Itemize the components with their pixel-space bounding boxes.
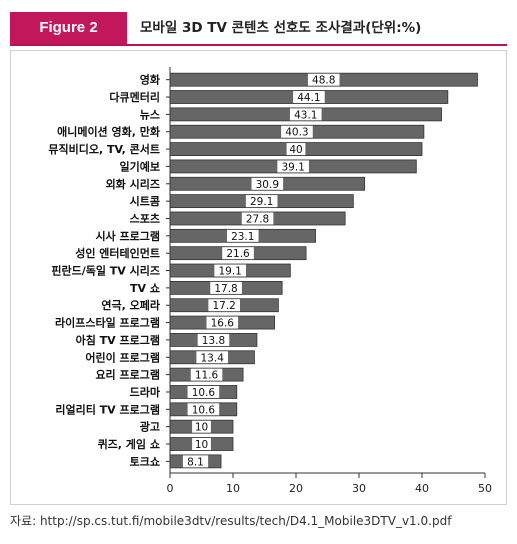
figure-title: 모바일 3D TV 콘텐츠 선호도 조사결과(단위:%) [140, 20, 422, 36]
data-label: 10 [195, 422, 208, 434]
category-label: 요리 프로그램 [95, 368, 160, 382]
data-label-box [307, 73, 340, 86]
data-label: 8.1 [187, 456, 204, 468]
data-label-box [241, 212, 274, 225]
category-label: 외화 시리즈 [106, 177, 160, 191]
data-label-box [187, 385, 220, 398]
data-label-box [245, 195, 278, 208]
data-label-box [293, 91, 325, 104]
data-label-box [214, 264, 246, 277]
data-label-box [289, 108, 322, 121]
category-label: 아침 TV 프로그램 [76, 333, 160, 347]
data-label-box [281, 125, 313, 138]
data-label-box [192, 420, 211, 433]
data-label: 17.8 [214, 283, 237, 295]
category-label: 다큐멘터리 [109, 90, 160, 104]
data-label-box [277, 160, 309, 173]
data-label: 21.6 [226, 248, 250, 260]
category-label: 뉴스 [140, 108, 160, 121]
bar-chart: 영화 48.8 다큐멘터리 44.1 뉴스 43.1 애니메이션 영화, 만화 40.3 뮤직비… [48, 67, 492, 495]
data-label-box [226, 229, 259, 242]
data-label-box [222, 247, 254, 260]
category-label: 영화 [140, 73, 160, 87]
data-label: 44.1 [297, 92, 320, 104]
category-label: 시사 프로그램 [95, 229, 160, 243]
data-label-box [192, 438, 211, 451]
category-label: 라이프스타일 프로그램 [55, 316, 160, 330]
data-label-box [208, 299, 240, 312]
x-tick-label: 10 [226, 482, 240, 495]
chart-frame [10, 50, 507, 505]
data-label: 17.2 [212, 300, 235, 312]
data-label: 13.8 [202, 335, 225, 347]
category-label: 시트콤 [130, 195, 160, 208]
category-label: 퀴즈, 게임 쇼 [98, 437, 160, 451]
category-label: 뮤직비디오, TV, 콘서트 [48, 142, 160, 156]
category-label: 일기예보 [120, 159, 160, 173]
x-tick-label: 40 [415, 482, 429, 495]
data-label: 13.4 [201, 352, 225, 364]
data-label: 16.6 [211, 318, 235, 330]
figure-label: Figure 2 [10, 12, 127, 44]
category-label: 성인 엔터테인먼트 [75, 246, 160, 260]
x-tick-label: 20 [289, 482, 303, 495]
data-label: 11.6 [195, 370, 219, 382]
data-label: 27.8 [246, 213, 269, 225]
data-label-box [286, 143, 306, 156]
data-label-box [251, 177, 284, 190]
category-label: 스포츠 [130, 212, 160, 225]
data-label: 10.6 [192, 387, 216, 399]
source-note: 자료: http://sp.cs.tut.fi/mobile3dtv/resul… [10, 514, 452, 528]
data-label-box [182, 455, 209, 468]
data-label: 30.9 [256, 179, 279, 191]
category-label: 애니메이션 영화, 만화 [57, 125, 160, 139]
data-label-box [210, 281, 242, 294]
data-label: 48.8 [312, 75, 335, 87]
data-label-box [190, 368, 223, 381]
data-label-box [197, 333, 230, 346]
category-label: 광고 [140, 421, 160, 434]
data-label: 40.3 [285, 127, 308, 139]
data-label: 10.6 [192, 404, 216, 416]
category-label: TV 쇼 [130, 282, 160, 295]
x-tick-label: 30 [352, 482, 366, 495]
data-label-box [206, 316, 239, 329]
data-label-box [196, 351, 229, 364]
figure-header: Figure 2 모바일 3D TV 콘텐츠 선호도 조사결과(단위:%) [10, 12, 507, 46]
data-label: 40 [289, 144, 302, 156]
data-label: 19.1 [218, 266, 241, 278]
x-tick-label: 50 [478, 482, 492, 495]
category-label: 토크쇼 [130, 455, 160, 468]
x-tick-label: 0 [167, 482, 174, 495]
data-label: 39.1 [281, 161, 304, 173]
category-label: 리얼리티 TV 프로그램 [55, 402, 160, 416]
category-label: 어린이 프로그램 [85, 350, 160, 364]
category-label: 핀란드/독일 TV 시리즈 [51, 264, 160, 278]
data-label: 23.1 [231, 231, 254, 243]
category-label: 드라마 [130, 385, 161, 399]
data-label: 29.1 [250, 196, 273, 208]
data-label: 10 [195, 439, 208, 451]
data-label-box [187, 403, 220, 416]
data-label: 43.1 [294, 109, 317, 121]
category-label: 연극, 오페라 [101, 298, 160, 312]
